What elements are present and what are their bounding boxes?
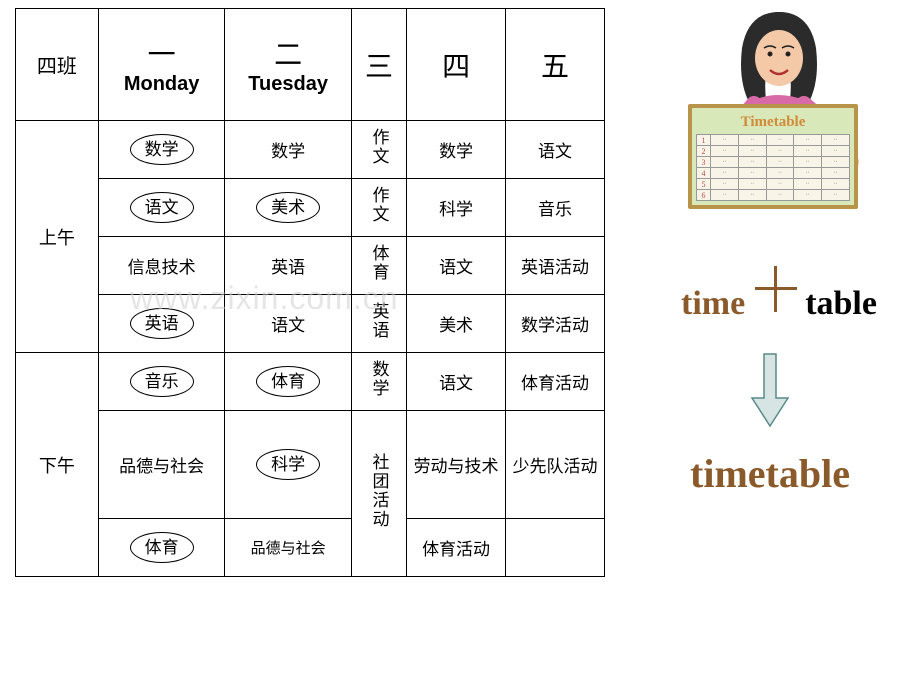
cell-am3-mon: 信息技术 — [98, 237, 225, 295]
cell-am4-tue: 语文 — [225, 295, 352, 353]
cell-am2-tue: 美术 — [225, 179, 352, 237]
period-am: 上午 — [16, 121, 99, 353]
mini-timetable-title: Timetable — [696, 114, 850, 131]
word-formula: time table — [634, 278, 920, 323]
cell-am4-thu: 美术 — [407, 295, 506, 353]
cell-am4-wed: 英语 — [351, 295, 406, 353]
side-panel: Timetable 1·········· 2·········· 3·····… — [620, 0, 910, 690]
cell-pm1-wed: 数学 — [351, 353, 406, 411]
plus-icon — [757, 272, 793, 308]
cell-am1-thu: 数学 — [407, 121, 506, 179]
class-label: 四班 — [16, 9, 99, 121]
day-header-mon: 一 Monday — [98, 9, 225, 121]
formula-right: table — [805, 285, 877, 322]
arrow-down-icon — [750, 352, 790, 428]
mini-timetable-board: Timetable 1·········· 2·········· 3·····… — [688, 104, 858, 209]
cell-am1-mon: 数学 — [98, 121, 225, 179]
day-header-thu: 四 — [407, 9, 506, 121]
cell-am3-fri: 英语活动 — [506, 237, 605, 295]
cell-am2-mon: 语文 — [98, 179, 225, 237]
cell-pm3-fri — [506, 519, 605, 577]
cell-pm1-tue: 体育 — [225, 353, 352, 411]
cell-am4-mon: 英语 — [98, 295, 225, 353]
cell-am2-fri: 音乐 — [506, 179, 605, 237]
cell-am1-tue: 数学 — [225, 121, 352, 179]
day-header-fri: 五 — [506, 9, 605, 121]
cell-am1-fri: 语文 — [506, 121, 605, 179]
cell-pm2-thu: 劳动与技术 — [407, 411, 506, 519]
mini-timetable-grid: 1·········· 2·········· 3·········· 4···… — [696, 134, 850, 201]
formula-left: time — [681, 285, 745, 322]
cell-pm3-tue: 品德与社会 — [225, 519, 352, 577]
cell-pm3-thu: 体育活动 — [407, 519, 506, 577]
cell-pm1-thu: 语文 — [407, 353, 506, 411]
cell-pm2-fri: 少先队活动 — [506, 411, 605, 519]
cell-am2-thu: 科学 — [407, 179, 506, 237]
period-pm: 下午 — [16, 353, 99, 577]
cell-pm1-mon: 音乐 — [98, 353, 225, 411]
cell-am3-tue: 英语 — [225, 237, 352, 295]
formula-result: timetable — [620, 450, 920, 497]
cell-pm3-mon: 体育 — [98, 519, 225, 577]
cell-pm1-fri: 体育活动 — [506, 353, 605, 411]
cell-am3-thu: 语文 — [407, 237, 506, 295]
day-header-wed: 三 — [351, 9, 406, 121]
cell-am3-wed: 体育 — [351, 237, 406, 295]
timetable-main: 四班 一 Monday 二 Tuesday 三 四 五 上午 数学 数学 作文 … — [15, 8, 605, 577]
cell-am4-fri: 数学活动 — [506, 295, 605, 353]
cell-pm2-mon: 品德与社会 — [98, 411, 225, 519]
cell-pm2-wed: 社团活动 — [351, 411, 406, 577]
cell-pm2-tue: 科学 — [225, 411, 352, 519]
cell-am1-wed: 作文 — [351, 121, 406, 179]
day-header-tue: 二 Tuesday — [225, 9, 352, 121]
cell-am2-wed: 作文 — [351, 179, 406, 237]
